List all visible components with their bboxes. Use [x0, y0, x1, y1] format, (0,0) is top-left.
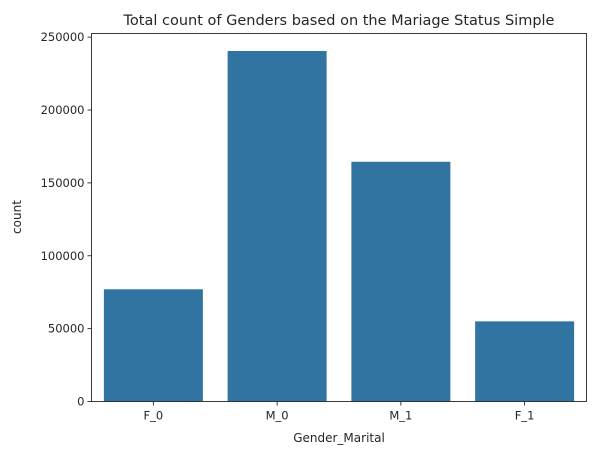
y-tick-label: 0 [77, 395, 84, 409]
x-axis-label: Gender_Marital [293, 431, 385, 445]
y-tick-label: 100000 [41, 249, 85, 263]
bar-m-0 [227, 50, 327, 402]
bar-m-1 [351, 161, 451, 402]
x-tick-label: F_0 [144, 409, 164, 423]
bars-group [103, 50, 575, 402]
x-tick-label: M_0 [266, 409, 289, 423]
x-tick-label: M_1 [389, 409, 412, 423]
y-tick-label: 50000 [48, 322, 85, 336]
y-tick-label: 200000 [41, 103, 85, 117]
bar-f-1 [475, 321, 575, 402]
y-axis-label: count [10, 200, 24, 234]
bar-f-0 [103, 289, 203, 402]
y-tick-label: 250000 [41, 30, 85, 44]
x-tick-label: F_1 [515, 409, 535, 423]
y-tick-label: 150000 [41, 176, 85, 190]
plot-frame [91, 33, 587, 402]
chart-title: Total count of Genders based on the Mari… [123, 13, 555, 29]
y-axis-ticks: 0 50000 100000 150000 200000 250000 [41, 30, 92, 409]
x-axis-ticks: F_0 M_0 M_1 F_1 [144, 401, 535, 423]
